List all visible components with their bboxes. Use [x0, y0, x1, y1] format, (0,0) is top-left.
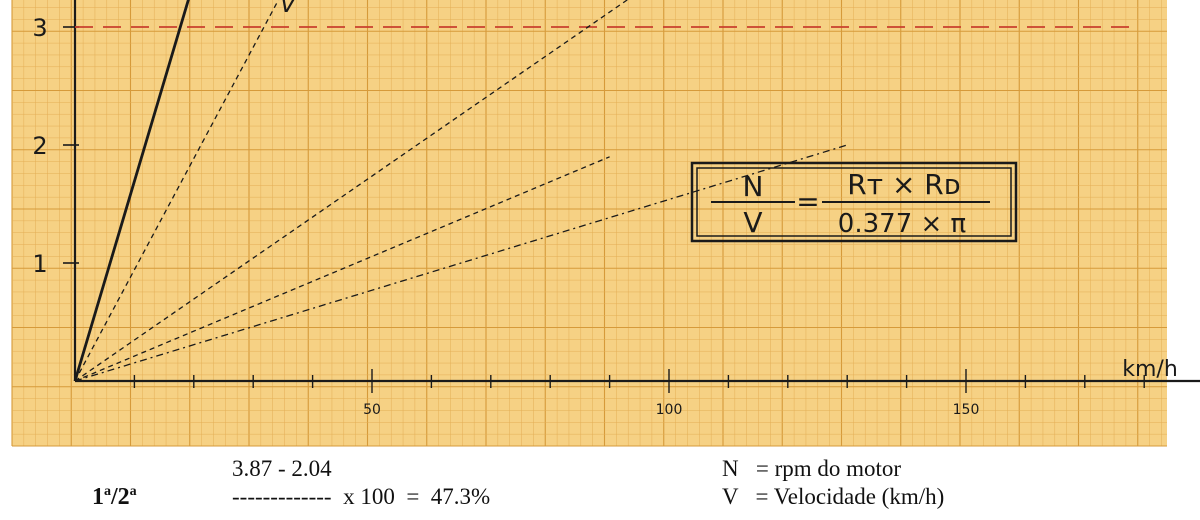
- gear-pair-label-mid: /2: [111, 484, 130, 510]
- x-tick-label: 50: [363, 402, 381, 418]
- formula-equals: =: [796, 185, 819, 218]
- y-tick-label: 1: [32, 250, 47, 278]
- x-axis-label: km/h: [1122, 357, 1178, 382]
- axes: [63, 0, 1200, 393]
- gear-line-dashdot: [74, 144, 848, 382]
- y-tick-label: 2: [32, 132, 47, 160]
- formula-den-left: V: [743, 206, 762, 239]
- gear-ratio-chart: 50 100 150 1 2 3 km/h V N V = Rт × Rᴅ 0.377 × π: [11, 0, 1200, 447]
- graph-paper: [12, 0, 1167, 446]
- legend-v-definition: V = Velocidade (km/h): [722, 484, 945, 509]
- gear-line-dashed: [74, 156, 610, 382]
- formula-outer-border: [690, 161, 1018, 243]
- gear-pair-label-sup2: a: [129, 484, 137, 499]
- formula-inner-border: [696, 167, 1012, 237]
- calc-numerator: 3.87 - 2.04: [232, 456, 332, 481]
- gear-pair-label-main: 1: [92, 484, 104, 510]
- legend-n-definition: N = rpm do motor: [722, 456, 902, 481]
- grid: [11, 0, 1167, 447]
- gear-line-dashed: [74, 0, 629, 382]
- formula-num-left: N: [743, 170, 764, 203]
- calc-result: ------------- x 100 = 47.3%: [232, 484, 491, 509]
- y-tick-label: 3: [32, 14, 47, 42]
- formula-num-right: Rт × Rᴅ: [847, 168, 960, 201]
- gear-line-solid: [73, 0, 190, 382]
- gear-pair-label: 1a/2a: [92, 484, 137, 511]
- v-annotation: V: [280, 0, 298, 18]
- x-tick-label: 150: [953, 402, 980, 418]
- x-tick-label: 100: [656, 402, 683, 418]
- series-layer: [73, 0, 1135, 382]
- formula-den-right: 0.377 × π: [838, 209, 966, 239]
- gear-pair-label-sup1: a: [104, 484, 111, 499]
- gear-line-dashed: [74, 0, 280, 382]
- formula-box: N V = Rт × Rᴅ 0.377 × π: [690, 161, 1018, 243]
- labels-layer: 50 100 150 1 2 3 km/h V: [32, 0, 1177, 418]
